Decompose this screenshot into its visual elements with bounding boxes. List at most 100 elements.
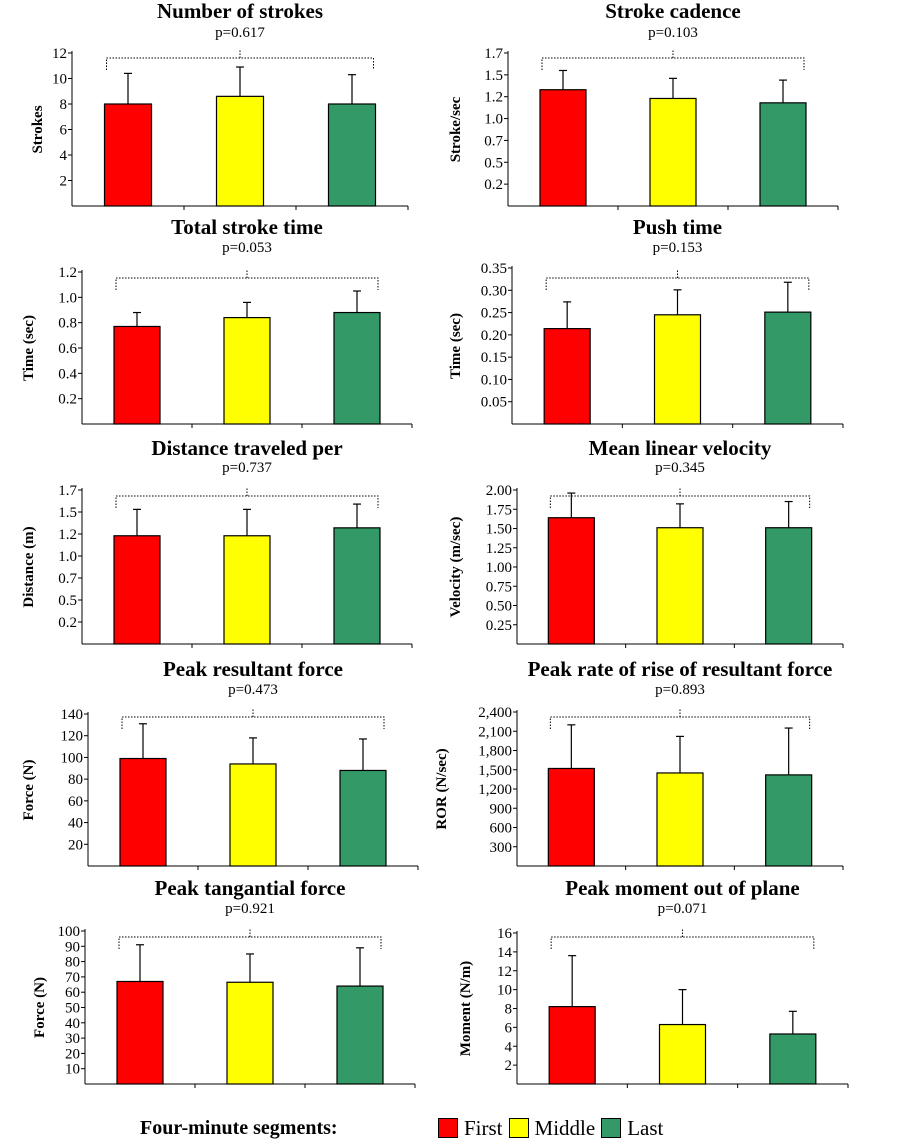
y-tick-label: 1.5: [58, 505, 77, 521]
y-tick-label: 0.75: [486, 579, 512, 595]
y-tick-label: 2: [505, 1058, 513, 1074]
y-tick-label: 16: [497, 926, 513, 942]
y-tick-label: 140: [61, 707, 84, 723]
y-tick-label: 2.00: [486, 483, 512, 499]
p-value-label: p=0.103: [648, 25, 698, 41]
y-tick-label: 100: [61, 750, 84, 766]
y-tick-label: 50: [65, 1001, 80, 1017]
bar-last: [339, 769, 387, 867]
y-axis-label: Strokes: [30, 105, 46, 153]
y-tick-label: 2,100: [478, 724, 512, 740]
y-tick-label: 6: [60, 123, 68, 139]
chart-title: Mean linear velocity: [589, 436, 772, 460]
y-tick-label: 14: [497, 945, 513, 961]
y-tick-label: 0.6: [58, 341, 77, 357]
y-tick-label: 1.0: [58, 290, 77, 306]
p-value-label: p=0.071: [658, 901, 708, 917]
y-tick-label: 10: [52, 72, 67, 88]
legend-title: Four-minute segments:: [140, 1116, 338, 1139]
y-tick-label: 40: [65, 1016, 80, 1032]
y-axis-label: Distance (m): [21, 526, 37, 607]
p-value-label: p=0.737: [222, 460, 272, 476]
p-value-label: p=0.153: [653, 240, 703, 256]
legend-swatch-middle: [508, 1118, 529, 1138]
y-tick-label: 2,400: [478, 705, 512, 721]
p-value-label: p=0.617: [215, 25, 265, 41]
legend-item-middle: Middle: [508, 1115, 596, 1141]
y-axis-label: Time (sec): [448, 313, 464, 379]
y-tick-label: 2: [60, 174, 68, 190]
significance-bracket: [541, 50, 805, 70]
p-value-label: p=0.473: [228, 682, 278, 698]
chart-title: Peak resultant force: [163, 657, 343, 681]
bar-middle: [229, 763, 277, 867]
legend-swatch-last: [601, 1118, 622, 1138]
y-tick-label: 60: [65, 985, 80, 1001]
y-tick-label: 1.25: [486, 541, 512, 557]
y-tick-label: 8: [60, 97, 68, 113]
y-tick-label: 1.0: [484, 112, 503, 128]
bar-last: [769, 1033, 817, 1085]
y-tick-label: 1.00: [486, 560, 512, 576]
y-tick-label: 80: [68, 772, 83, 788]
bar-middle: [223, 317, 271, 425]
y-tick-label: 100: [58, 924, 81, 940]
significance-bracket: [115, 270, 379, 290]
legend-label-middle: Middle: [534, 1115, 596, 1140]
y-tick-label: 0.7: [484, 133, 503, 149]
y-axis-label: Stroke/sec: [448, 96, 464, 162]
bar-first: [539, 89, 587, 207]
bar-middle: [656, 527, 704, 645]
y-tick-label: 0.50: [486, 599, 512, 615]
y-tick-label: 0.25: [481, 306, 507, 322]
legend-label-last: Last: [627, 1115, 664, 1140]
y-tick-label: 80: [65, 955, 80, 971]
y-tick-label: 8: [505, 1002, 513, 1018]
bar-first: [113, 535, 161, 645]
y-tick-label: 1.7: [484, 46, 503, 62]
chart-title: Total stroke time: [171, 215, 323, 239]
bar-last: [765, 527, 813, 645]
y-axis-label: Velocity (m/sec): [448, 517, 464, 618]
bar-last: [333, 311, 381, 425]
y-tick-label: 4: [505, 1039, 513, 1055]
y-tick-label: 0.7: [58, 571, 77, 587]
bar-middle: [653, 314, 702, 425]
y-tick-label: 300: [490, 840, 513, 856]
chart-title: Push time: [633, 215, 722, 239]
bar-middle: [656, 772, 704, 867]
y-tick-label: 1,500: [478, 763, 512, 779]
significance-bracket: [549, 488, 811, 508]
y-axis-label: Moment (N/m): [458, 961, 474, 1056]
y-tick-label: 10: [497, 983, 512, 999]
y-tick-label: 0.05: [481, 395, 507, 411]
bar-first: [113, 325, 161, 425]
y-axis-label: Time (sec): [21, 315, 37, 381]
bar-last: [336, 985, 384, 1085]
p-value-label: p=0.345: [655, 460, 705, 476]
y-tick-label: 0.30: [481, 283, 507, 299]
bar-first: [119, 757, 167, 867]
y-axis-label: Force (N): [21, 760, 37, 821]
y-tick-label: 600: [490, 821, 513, 837]
y-tick-label: 0.35: [481, 261, 507, 277]
chart-title: Number of strokes: [157, 0, 323, 23]
bar-first: [547, 767, 595, 867]
y-tick-label: 90: [65, 939, 80, 955]
bar-first: [103, 103, 153, 207]
y-axis-label: Force (N): [32, 977, 48, 1038]
y-tick-label: 0.4: [58, 366, 77, 382]
significance-bracket: [545, 270, 810, 290]
bar-last: [759, 102, 807, 207]
y-tick-label: 0.5: [58, 593, 77, 609]
significance-bracket: [118, 929, 382, 949]
y-tick-label: 1.7: [58, 483, 77, 499]
legend-item-first: First: [438, 1116, 503, 1141]
y-tick-label: 1,200: [478, 782, 512, 798]
y-tick-label: 1.5: [484, 68, 503, 84]
y-tick-label: 4: [60, 148, 68, 164]
bar-middle: [223, 535, 271, 645]
legend-label-first: First: [464, 1115, 503, 1140]
chart-title: Peak rate of rise of resultant force: [528, 657, 833, 681]
